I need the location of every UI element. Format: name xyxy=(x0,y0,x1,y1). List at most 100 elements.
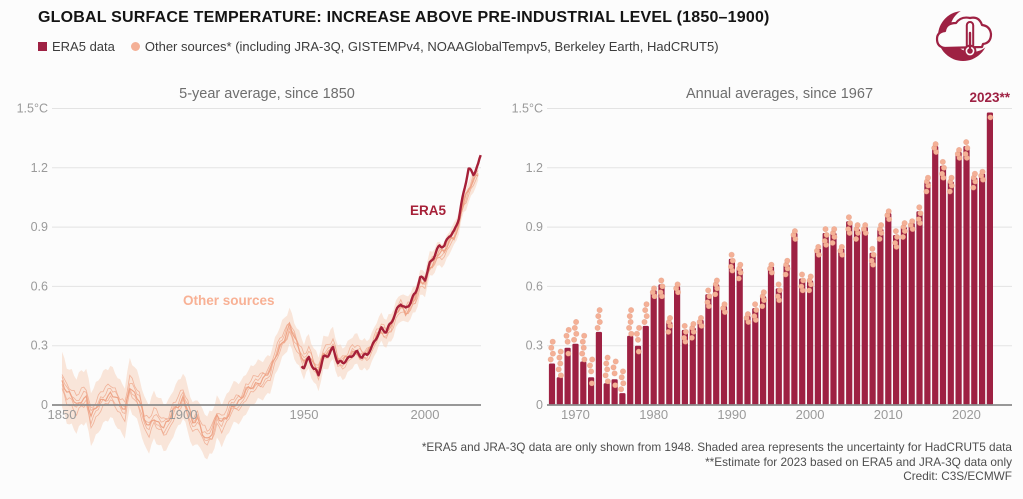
other-source-dot-1977 xyxy=(626,324,633,331)
other-source-dot-1970 xyxy=(571,324,578,331)
other-source-dot-1982 xyxy=(666,314,673,321)
bar-1971 xyxy=(580,361,587,405)
other-source-dot-1979 xyxy=(641,318,648,325)
other-source-dot-1996 xyxy=(776,287,783,294)
other-source-dot-1977 xyxy=(628,307,635,314)
other-source-dot-1978 xyxy=(633,330,640,337)
other-source-dot-2002 xyxy=(823,232,830,239)
other-source-dot-2022 xyxy=(979,168,986,175)
y-tick-label: 1.2 xyxy=(31,161,48,175)
other-source-dot-2017 xyxy=(939,158,946,165)
other-source-dot-2004 xyxy=(838,243,845,250)
bar-2009 xyxy=(877,229,884,405)
other-source-dot-1976 xyxy=(618,374,625,381)
x-tick-label: 2020 xyxy=(952,407,981,422)
bar-1989 xyxy=(720,306,728,405)
uncertainty-band xyxy=(62,160,479,460)
other-source-dot-2007 xyxy=(862,222,869,229)
other-source-dot-2020 xyxy=(963,139,970,146)
y-tick-label: 0.6 xyxy=(31,279,48,293)
other-source-dot-2012 xyxy=(901,220,908,227)
other-source-dot-2015 xyxy=(924,174,931,181)
other-source-dot-1975 xyxy=(610,364,617,371)
other-source-dot-1979 xyxy=(642,307,649,314)
other-source-dot-1973 xyxy=(594,324,601,331)
other-source-dot-2016 xyxy=(932,141,939,148)
bar-2021 xyxy=(971,177,978,405)
other-source-dot-1993 xyxy=(752,301,759,308)
other-source-dot-1979 xyxy=(643,313,650,320)
y-tick-label: 1.5°C xyxy=(512,102,543,116)
other-source-dot-2011 xyxy=(892,239,899,246)
bar-1984 xyxy=(681,329,688,405)
other-source-dot-2012 xyxy=(899,234,906,241)
other-source-dot-1997 xyxy=(782,271,789,278)
bar-1988 xyxy=(713,284,720,405)
other-source-dot-2020 xyxy=(962,151,969,158)
other-source-dot-1977 xyxy=(628,330,635,337)
other-source-dot-1972 xyxy=(588,368,595,375)
other-source-dot-1981 xyxy=(659,283,666,290)
other-source-dot-2015 xyxy=(923,188,930,195)
bar-2001 xyxy=(814,248,821,405)
other-source-dot-2017 xyxy=(939,170,946,177)
bar-2006 xyxy=(853,229,861,405)
y-tick-label: 0 xyxy=(536,398,543,412)
other-source-dot-1996 xyxy=(774,293,781,300)
other-source-dot-2008 xyxy=(869,245,876,252)
other-source-dot-1971 xyxy=(580,344,587,351)
other-source-dot-2005 xyxy=(846,220,853,227)
y-tick-label: 1.5°C xyxy=(17,102,48,116)
x-tick-label: 1850 xyxy=(48,407,77,422)
bar-1978 xyxy=(634,345,642,405)
footnote-1: *ERA5 and JRA-3Q data are only shown fro… xyxy=(421,440,1012,454)
y-tick-label: 0.9 xyxy=(526,220,543,234)
bar-2002 xyxy=(822,233,829,405)
bar-2023 xyxy=(986,112,993,405)
other-source-dot-1987 xyxy=(704,299,711,306)
other-source-dot-1987 xyxy=(705,287,712,294)
other-source-dot-2019 xyxy=(956,147,963,154)
other-source-dot-1981 xyxy=(658,277,665,284)
bar-2008 xyxy=(869,252,876,405)
other-source-dot-1997 xyxy=(784,257,791,264)
bar-1986 xyxy=(697,320,704,405)
other-source-dot-2000 xyxy=(806,287,813,294)
other-source-dot-1972 xyxy=(588,380,595,387)
bar-1982 xyxy=(666,322,673,405)
bar-1996 xyxy=(775,288,782,405)
other-source-dot-2008 xyxy=(868,257,875,264)
other-source-dot-1967 xyxy=(549,350,556,357)
other-source-dot-1972 xyxy=(589,356,596,363)
bar-1990 xyxy=(728,258,735,405)
other-source-dot-1991 xyxy=(735,275,742,282)
other-sources-annotation: Other sources xyxy=(183,293,275,308)
crescent-cloud-thermometer-icon xyxy=(935,11,993,61)
other-source-dot-1974 xyxy=(604,366,611,373)
other-source-dot-1970 xyxy=(573,330,580,337)
other-source-dot-1980 xyxy=(651,285,658,292)
other-source-dot-2017 xyxy=(940,164,947,171)
bar-2016 xyxy=(932,146,939,405)
other-source-dot-1977 xyxy=(627,318,634,325)
footnote-2: **Estimate for 2023 based on ERA5 and JR… xyxy=(705,454,1012,469)
y-tick-label: 0.9 xyxy=(31,220,48,234)
other-source-dot-1973 xyxy=(596,307,603,314)
other-source-dot-2013 xyxy=(909,218,916,225)
other-source-dot-1968 xyxy=(555,366,562,373)
bar-1980 xyxy=(650,290,657,405)
y-tick-label: 0 xyxy=(41,398,48,412)
other-source-dot-2000 xyxy=(807,273,814,280)
other-source-dot-2002 xyxy=(822,226,829,233)
y-tick-label: 0.3 xyxy=(526,339,543,353)
other-source-dot-2020 xyxy=(964,145,971,152)
bar-1974 xyxy=(603,383,610,405)
left-chart-title: 5-year average, since 1850 xyxy=(179,86,355,102)
legend-other-label: Other sources* (including JRA-3Q, GISTEM… xyxy=(144,39,719,54)
other-source-dot-2006 xyxy=(853,236,860,243)
other-source-dot-1973 xyxy=(596,318,603,325)
other-source-dot-1968 xyxy=(557,348,564,355)
bar-2010 xyxy=(885,213,892,405)
y-tick-label: 0.6 xyxy=(526,279,543,293)
